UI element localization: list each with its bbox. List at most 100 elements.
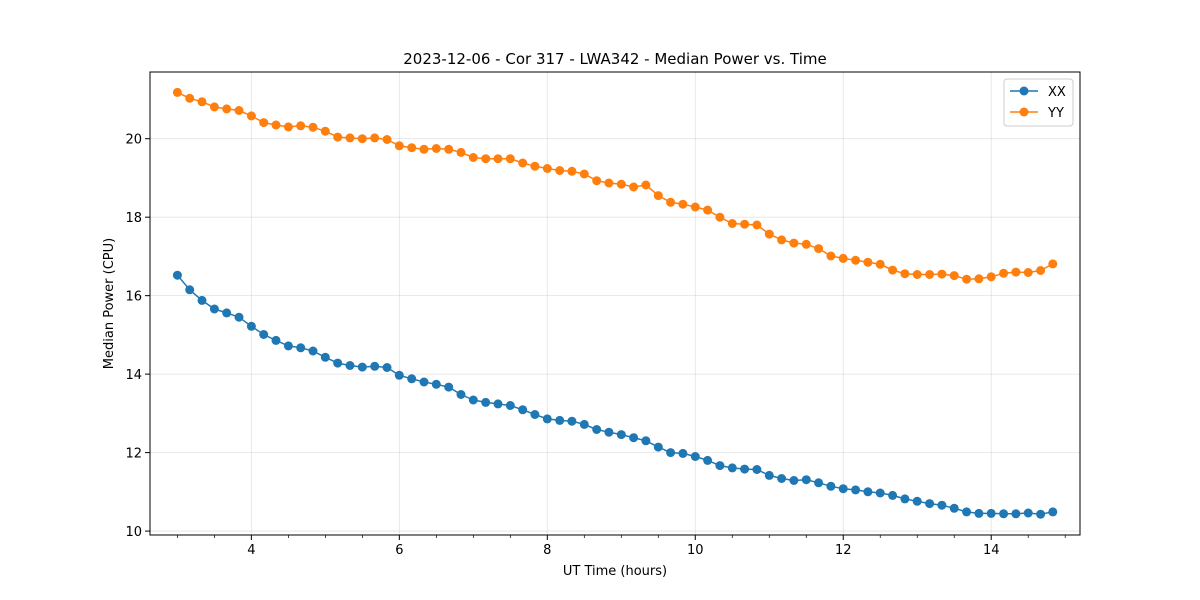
data-point-yy [814, 244, 824, 254]
data-point-yy [1011, 267, 1021, 277]
data-point-yy [271, 120, 281, 130]
data-point-xx [592, 425, 602, 434]
data-point-xx [986, 508, 996, 518]
data-point-yy [493, 154, 503, 164]
data-point-xx [296, 343, 306, 353]
data-point-yy [826, 251, 836, 261]
data-point-xx [419, 377, 429, 387]
data-point-xx [431, 379, 441, 389]
data-point-yy [296, 121, 306, 131]
data-point-xx [518, 405, 528, 415]
y-tick-label: 10 [125, 525, 142, 540]
data-point-xx [567, 416, 577, 426]
data-point-xx [801, 475, 811, 485]
data-point-yy [283, 122, 293, 132]
data-point-yy [616, 179, 626, 189]
data-point-yy [481, 154, 491, 164]
data-point-yy [222, 104, 232, 114]
data-point-yy [690, 202, 700, 212]
data-point-xx [875, 488, 885, 498]
data-point-xx [505, 401, 515, 410]
data-point-xx [764, 470, 774, 480]
data-point-xx [900, 494, 910, 504]
x-tick-label: 6 [395, 543, 403, 558]
data-point-xx [703, 455, 713, 465]
data-point-yy [333, 132, 343, 142]
data-point-yy [407, 143, 417, 153]
data-point-xx [407, 374, 417, 384]
y-tick-label: 12 [125, 447, 142, 462]
data-point-xx [826, 481, 836, 491]
data-point-xx [1011, 509, 1021, 519]
data-point-xx [246, 321, 256, 331]
legend-label-yy: YY [1047, 106, 1064, 121]
data-point-yy [912, 270, 922, 279]
data-point-yy [678, 199, 688, 209]
data-point-xx [1023, 508, 1033, 518]
data-point-yy [801, 239, 811, 249]
data-point-xx [222, 308, 232, 318]
data-point-xx [752, 465, 762, 474]
y-tick-label: 18 [125, 211, 142, 226]
data-point-xx [333, 358, 343, 368]
data-point-yy [382, 135, 392, 144]
grid [150, 72, 1080, 535]
data-point-xx [197, 295, 207, 305]
data-point-xx [937, 500, 947, 510]
data-point-yy [555, 166, 565, 175]
data-point-yy [518, 158, 528, 168]
plot-series [172, 87, 1058, 519]
data-point-xx [962, 507, 972, 517]
data-point-xx [814, 478, 824, 488]
data-point-xx [641, 436, 651, 446]
data-point-xx [888, 490, 898, 500]
data-point-yy [727, 219, 737, 228]
data-point-yy [567, 166, 577, 176]
data-point-xx [530, 410, 540, 419]
data-point-xx [912, 496, 922, 506]
data-point-xx [999, 509, 1009, 519]
x-axis-ticks: 4 6 8 10 12 14 [177, 535, 1066, 558]
data-point-yy [1048, 259, 1058, 269]
data-point-yy [641, 180, 651, 190]
data-point-yy [900, 269, 910, 279]
data-point-yy [629, 182, 639, 192]
data-point-yy [974, 274, 984, 284]
data-point-xx [1048, 507, 1058, 517]
data-point-xx [456, 390, 466, 399]
legend-marker-xx [1019, 86, 1029, 96]
data-point-xx [740, 464, 750, 474]
y-tick-label: 14 [125, 368, 142, 383]
data-point-yy [838, 253, 848, 263]
data-point-yy [777, 235, 787, 245]
data-point-xx [727, 463, 737, 473]
x-tick-label: 10 [687, 543, 704, 558]
data-point-xx [283, 341, 293, 351]
data-point-xx [666, 448, 676, 458]
data-point-yy [740, 219, 750, 229]
data-point-yy [172, 87, 182, 97]
x-tick-label: 12 [835, 543, 852, 558]
data-point-yy [320, 126, 330, 136]
data-point-xx [555, 415, 565, 425]
data-point-yy [530, 161, 540, 171]
data-point-yy [949, 271, 959, 281]
data-point-xx [394, 370, 404, 380]
data-point-xx [690, 452, 700, 461]
data-point-xx [357, 362, 367, 372]
data-point-xx [1036, 509, 1046, 519]
data-point-yy [468, 153, 478, 162]
data-point-yy [653, 191, 663, 201]
data-point-yy [505, 154, 515, 164]
data-point-yy [579, 169, 589, 179]
data-point-xx [271, 335, 281, 345]
data-point-xx [185, 285, 195, 295]
x-tick-label: 14 [983, 543, 1000, 558]
data-point-xx [851, 485, 861, 495]
data-point-yy [937, 269, 947, 279]
x-tick-label: 4 [247, 543, 255, 558]
data-point-xx [616, 430, 626, 440]
data-point-yy [431, 144, 441, 153]
data-point-xx [481, 397, 491, 407]
